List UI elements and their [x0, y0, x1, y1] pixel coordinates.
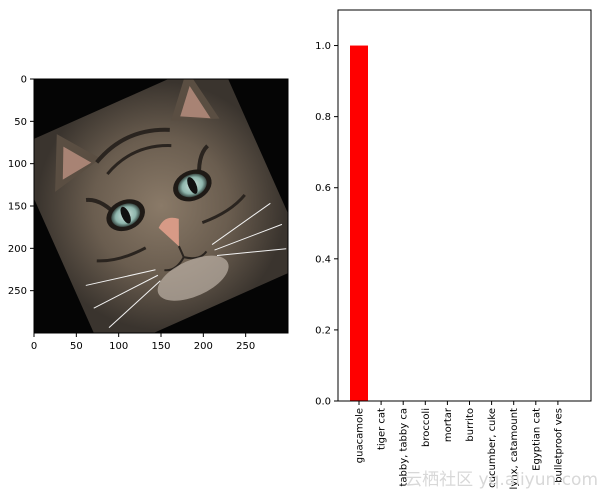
bar-x-tick-label: lynx, catamount	[509, 408, 520, 490]
bar-x-tick-label: guacamole	[355, 408, 366, 463]
image-y-tick-label: 150	[8, 202, 27, 213]
bar-chart: 0.0 0.2 0.4 0.6 0.8 1.0 guacamole tiger cat tab…	[315, 9, 592, 490]
bar-x-tick-label: Egyptian cat	[531, 408, 542, 471]
image-x-tick-label: 200	[194, 341, 213, 352]
bar-x-tick-label: tabby, tabby ca	[399, 408, 410, 487]
bar-x-tick-label: mortar	[443, 407, 454, 442]
bar-x-tick-label: burrito	[465, 408, 476, 442]
image-x-tick-label: 250	[236, 341, 255, 352]
image-x-tick-label: 150	[151, 341, 170, 352]
bar-x-tick-label: bulletproof ves	[553, 408, 564, 483]
cat-photo	[34, 79, 288, 333]
bar-y-tick-label: 0.2	[315, 325, 331, 336]
bar-x-tick-label: cucumber, cuke	[487, 408, 498, 488]
image-y-tick-label: 0	[21, 75, 27, 86]
image-y-tick-label: 200	[8, 244, 27, 255]
image-axes: 0 50 100 150 200 250 0 50 100 150 200 250	[8, 75, 289, 352]
image-y-tick-label: 50	[14, 117, 27, 128]
bar-x-tick-label: tiger cat	[377, 408, 388, 450]
bar-y-tick-label: 0.0	[315, 397, 331, 408]
image-y-tick-label: 100	[8, 159, 27, 170]
bar-y-tick-label: 0.4	[315, 254, 331, 265]
image-x-tick-label: 100	[109, 341, 128, 352]
bar-x-tick-label: broccoli	[421, 408, 432, 447]
image-x-tick-label: 50	[70, 341, 83, 352]
image-x-tick-label: 0	[31, 341, 37, 352]
bar-y-tick-label: 1.0	[315, 41, 331, 52]
bar-y-tick-label: 0.6	[315, 183, 331, 194]
bar	[350, 45, 368, 401]
watermark-text: 云栖社区 yq.aliyun.com	[405, 470, 598, 490]
bar-axes-frame	[337, 9, 592, 402]
image-y-tick-label: 250	[8, 286, 27, 297]
bar-y-tick-label: 0.8	[315, 112, 331, 123]
